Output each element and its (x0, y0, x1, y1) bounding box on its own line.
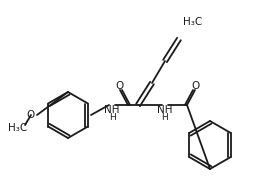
Text: H₃C: H₃C (183, 17, 203, 27)
Text: NH: NH (157, 105, 173, 115)
Text: O: O (191, 81, 199, 91)
Text: O: O (116, 81, 124, 91)
Text: O: O (27, 110, 35, 120)
Text: H: H (109, 113, 115, 122)
Text: NH: NH (104, 105, 120, 115)
Text: H: H (162, 113, 168, 122)
Text: H₃C: H₃C (8, 123, 28, 133)
